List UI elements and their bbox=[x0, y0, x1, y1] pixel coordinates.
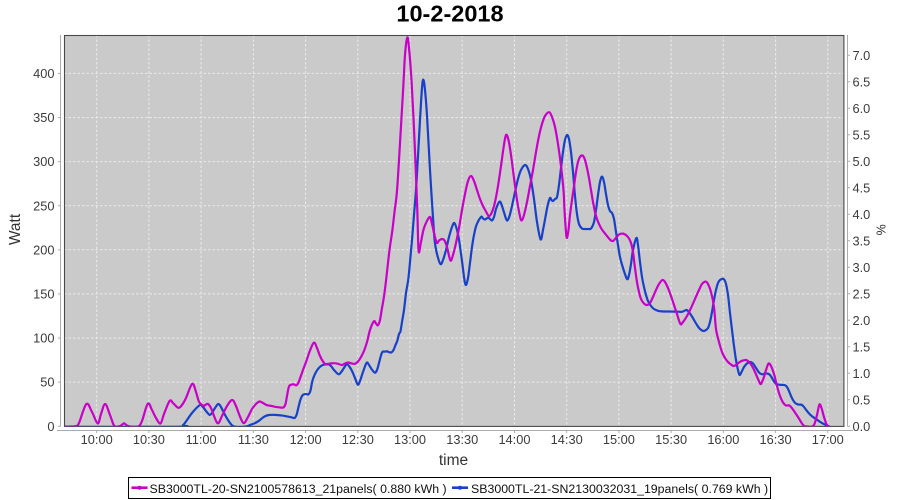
svg-text:50: 50 bbox=[40, 375, 54, 390]
svg-text:10:30: 10:30 bbox=[133, 432, 165, 447]
svg-text:200: 200 bbox=[33, 242, 54, 257]
svg-text:6.0: 6.0 bbox=[853, 101, 871, 116]
svg-text:400: 400 bbox=[33, 66, 54, 81]
svg-text:16:00: 16:00 bbox=[707, 432, 739, 447]
svg-text:11:30: 11:30 bbox=[238, 432, 269, 447]
svg-text:14:30: 14:30 bbox=[551, 432, 583, 447]
svg-text:2.5: 2.5 bbox=[853, 286, 871, 301]
svg-text:17:00: 17:00 bbox=[812, 432, 844, 447]
svg-text:350: 350 bbox=[33, 110, 54, 125]
svg-text:15:00: 15:00 bbox=[603, 432, 635, 447]
svg-text:15:30: 15:30 bbox=[655, 432, 687, 447]
svg-text:13:00: 13:00 bbox=[394, 432, 426, 447]
svg-text:SB3000TL-21-SN2130032031_19pan: SB3000TL-21-SN2130032031_19panels( 0.769… bbox=[471, 482, 768, 496]
svg-text:Watt: Watt bbox=[7, 213, 24, 245]
svg-text:1.5: 1.5 bbox=[853, 339, 871, 354]
svg-text:SB3000TL-20-SN2100578613_21pan: SB3000TL-20-SN2100578613_21panels( 0.880… bbox=[150, 482, 447, 496]
svg-text:10-2-2018: 10-2-2018 bbox=[396, 1, 503, 27]
svg-text:0.0: 0.0 bbox=[853, 419, 871, 434]
svg-text:150: 150 bbox=[33, 286, 54, 301]
svg-text:13:30: 13:30 bbox=[446, 432, 478, 447]
svg-text:300: 300 bbox=[33, 154, 54, 169]
svg-text:10:00: 10:00 bbox=[81, 432, 113, 447]
svg-text:12:30: 12:30 bbox=[342, 432, 374, 447]
svg-text:%: % bbox=[874, 224, 888, 235]
svg-text:3.0: 3.0 bbox=[853, 260, 871, 275]
svg-text:100: 100 bbox=[33, 331, 54, 346]
svg-text:time: time bbox=[439, 452, 468, 469]
svg-text:5.5: 5.5 bbox=[853, 127, 871, 142]
svg-text:250: 250 bbox=[33, 198, 54, 213]
svg-text:2.0: 2.0 bbox=[853, 313, 871, 328]
svg-text:0.5: 0.5 bbox=[853, 392, 871, 407]
svg-text:11:00: 11:00 bbox=[186, 432, 217, 447]
svg-text:14:00: 14:00 bbox=[498, 432, 530, 447]
svg-text:6.5: 6.5 bbox=[853, 74, 871, 89]
svg-text:4.0: 4.0 bbox=[853, 207, 871, 222]
svg-text:3.5: 3.5 bbox=[853, 233, 871, 248]
svg-text:1.0: 1.0 bbox=[853, 366, 871, 381]
svg-text:5.0: 5.0 bbox=[853, 154, 871, 169]
svg-text:12:00: 12:00 bbox=[290, 432, 322, 447]
svg-text:4.5: 4.5 bbox=[853, 180, 871, 195]
svg-text:7.0: 7.0 bbox=[853, 48, 871, 63]
svg-text:0: 0 bbox=[47, 419, 54, 434]
svg-text:16:30: 16:30 bbox=[760, 432, 792, 447]
